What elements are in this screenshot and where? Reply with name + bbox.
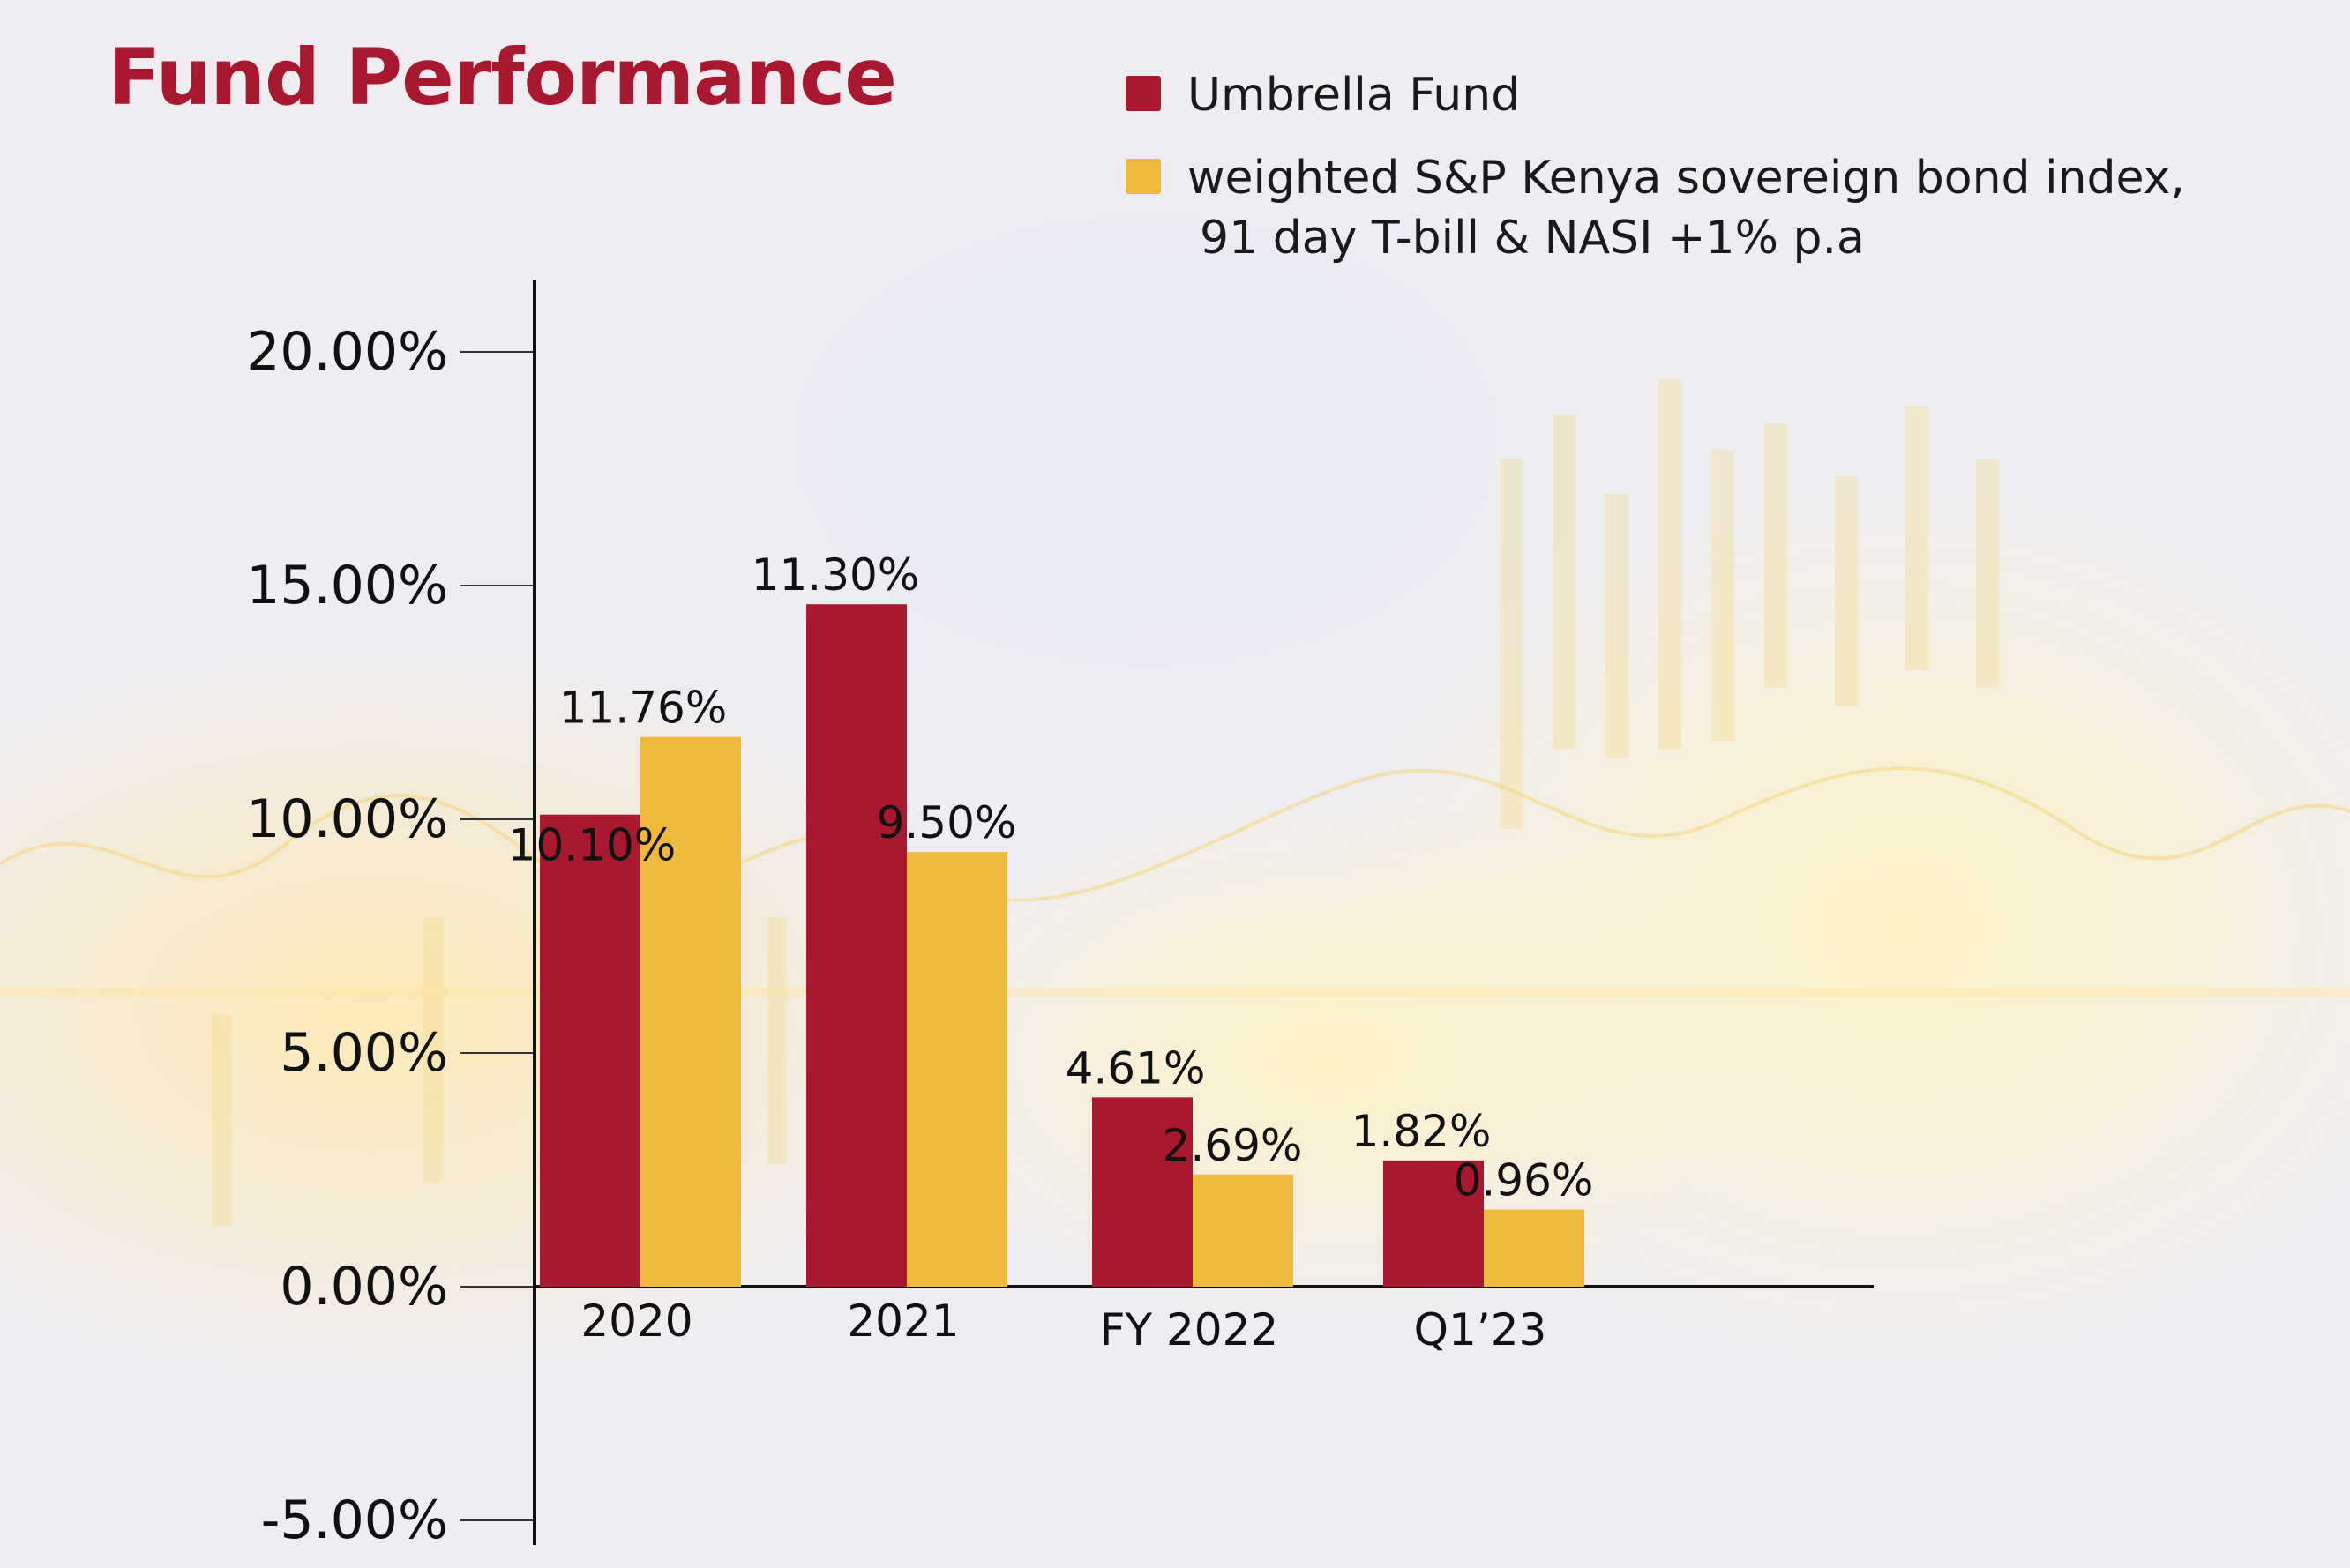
y-tick-label: 20.00%: [246, 321, 448, 383]
bar-umbrella-fund: [806, 604, 907, 1287]
bar-umbrella-fund: [540, 814, 640, 1287]
legend-label-benchmark: weighted S&P Kenya sovereign bond index,…: [1187, 152, 2185, 265]
bar-benchmark: [640, 736, 741, 1287]
legend-item-benchmark: weighted S&P Kenya sovereign bond index,…: [1126, 148, 2185, 268]
x-tick-label: 2020: [580, 1295, 692, 1347]
y-tick-label: -5.00%: [261, 1490, 448, 1551]
bar-benchmark: [907, 852, 1007, 1287]
data-label: 2.69%: [1163, 1120, 1303, 1171]
bar-benchmark: [1193, 1174, 1293, 1287]
x-tick-label: Q1’23: [1414, 1304, 1547, 1355]
y-tick-label: 10.00%: [246, 788, 448, 850]
data-label: 9.50%: [877, 797, 1017, 848]
legend-label-umbrella-fund: Umbrella Fund: [1187, 69, 1521, 122]
chart-title: Fund Performance: [108, 32, 897, 123]
x-tick-label: FY 2022: [1100, 1304, 1278, 1355]
bar-umbrella-fund: [1383, 1160, 1484, 1287]
bar-benchmark: [1484, 1209, 1584, 1287]
y-tick-label: 15.00%: [246, 555, 448, 616]
bar-umbrella-fund: [1092, 1097, 1193, 1287]
data-label: 1.82%: [1351, 1106, 1492, 1157]
data-label: 11.76%: [559, 683, 728, 734]
data-label: 4.61%: [1066, 1042, 1206, 1094]
legend-item-umbrella-fund: Umbrella Fund: [1126, 65, 1520, 125]
data-label: 11.30%: [752, 549, 920, 601]
legend-swatch-umbrella-fund: [1126, 76, 1161, 111]
data-label: 0.96%: [1454, 1155, 1594, 1206]
y-tick-label: 0.00%: [280, 1256, 448, 1318]
x-tick-label: 2021: [847, 1295, 959, 1347]
data-label: 10.10%: [508, 820, 677, 871]
legend-swatch-benchmark: [1126, 159, 1161, 194]
y-tick-label: 5.00%: [280, 1022, 448, 1084]
